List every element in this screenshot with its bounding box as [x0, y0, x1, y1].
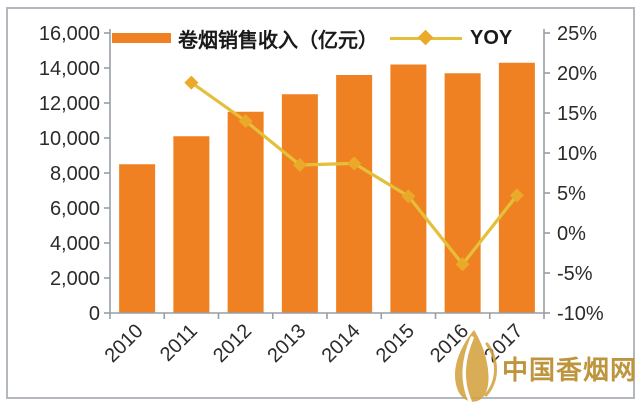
legend-diamond-marker	[417, 29, 434, 46]
x-label-2012: 2012	[209, 320, 256, 367]
y-left-tick-label: 10,000	[39, 128, 100, 150]
legend-bar-label: 卷烟销售收入（亿元）	[178, 29, 378, 52]
y-left-tick-label: 4,000	[50, 233, 100, 255]
yoy-point-2016	[455, 257, 470, 272]
y-right-tick-label: 5%	[557, 183, 586, 205]
y-right-tick-label: -10%	[557, 303, 604, 325]
y-right-tick-label: 15%	[557, 103, 597, 125]
x-label-2015: 2015	[372, 320, 419, 367]
legend-line-swatch	[390, 29, 462, 46]
x-label-2013: 2013	[263, 320, 310, 367]
chart-legend: 卷烟销售收入（亿元） YOY	[112, 26, 513, 52]
bar-2016	[444, 73, 481, 313]
y-left-tick-label: 14,000	[39, 58, 100, 80]
y-right-tick-label: 0%	[557, 223, 586, 245]
yoy-point-2017	[509, 188, 524, 203]
y-left-tick-label: 16,000	[39, 23, 100, 45]
y-right-tick-label: 10%	[557, 143, 597, 165]
y-left-tick-label: 0	[89, 303, 100, 325]
yoy-point-2014	[347, 156, 362, 171]
bar-2011	[173, 136, 210, 313]
leaf-logo-icon	[454, 330, 497, 403]
y-left-tick-label: 6,000	[50, 198, 100, 220]
yoy-point-2013	[292, 158, 307, 172]
y-right-tick-label: 20%	[557, 63, 597, 85]
yoy-point-2015	[401, 189, 416, 204]
x-label-2010: 2010	[101, 320, 148, 367]
y-right-tick-label: -5%	[557, 263, 593, 285]
bar-2013	[281, 94, 318, 313]
bar-2014	[336, 75, 373, 313]
y-right-tick-label: 25%	[557, 23, 597, 45]
bar-2012	[227, 111, 264, 313]
y-left-tick-label: 8,000	[50, 163, 100, 185]
yoy-point-2012	[238, 114, 253, 128]
y-left-tick-label: 12,000	[39, 93, 100, 115]
x-label-2014: 2014	[318, 320, 365, 367]
yoy-point-2011	[184, 75, 199, 90]
bar-2010	[119, 164, 156, 313]
legend-bar-swatch	[112, 33, 171, 43]
watermark: 中国香烟网	[446, 328, 637, 408]
x-label-2011: 2011	[156, 320, 202, 366]
legend-line-label: YOY	[470, 26, 513, 49]
watermark-text: 中国香烟网	[502, 355, 638, 385]
y-left-tick-label: 2,000	[50, 268, 100, 290]
bar-2017	[498, 62, 535, 313]
